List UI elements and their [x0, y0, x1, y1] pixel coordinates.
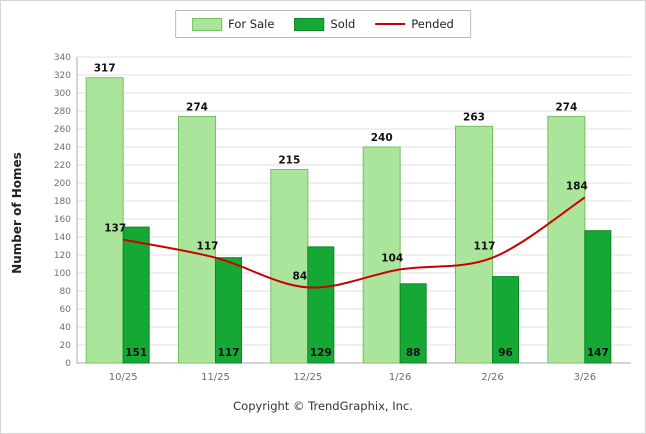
for-sale-bar [270, 169, 309, 364]
y-tick-label: 300 [54, 89, 71, 99]
x-tick-label: 3/26 [574, 372, 596, 383]
x-tick-label: 11/25 [201, 372, 230, 383]
for-sale-value-label: 317 [94, 63, 116, 75]
for-sale-bar [178, 115, 216, 364]
sold-bar [122, 226, 150, 364]
for-sale-value-label: 263 [463, 111, 485, 123]
legend-item-pended: Pended [375, 17, 454, 31]
pended-line-icon [375, 23, 406, 25]
for-sale-bar [547, 115, 586, 364]
for-sale-bar [455, 125, 493, 364]
y-tick-label: 160 [54, 215, 71, 225]
sold-bar [492, 276, 519, 364]
sold-value-label: 88 [406, 347, 421, 359]
y-tick-label: 240 [54, 143, 71, 153]
sold-bar [584, 230, 612, 364]
sold-value-label: 129 [310, 347, 332, 359]
x-tick-label: 1/26 [389, 372, 411, 383]
legend-label-for-sale: For Sale [228, 17, 275, 31]
y-tick-label: 340 [54, 53, 71, 63]
y-tick-label: 220 [54, 161, 71, 171]
sold-swatch-icon [294, 17, 325, 31]
y-tick-label: 180 [54, 197, 71, 207]
legend-item-for-sale: For Sale [192, 17, 274, 31]
pended-value-label: 104 [381, 252, 403, 264]
chart-legend: For Sale Sold Pended [175, 10, 471, 38]
copyright: Copyright © TrendGraphix, Inc. [233, 399, 413, 413]
y-axis-title: Number of Homes [10, 152, 24, 274]
y-tick-label: 40 [60, 323, 72, 333]
y-tick-label: 320 [54, 71, 71, 81]
sold-value-label: 117 [218, 347, 240, 359]
y-tick-label: 100 [54, 269, 71, 279]
pended-value-label: 137 [104, 223, 126, 235]
y-tick-label: 280 [54, 107, 71, 117]
y-tick-label: 140 [54, 233, 71, 243]
legend-item-sold: Sold [294, 17, 355, 31]
for-sale-value-label: 274 [555, 101, 577, 113]
sold-bar [399, 283, 427, 364]
y-tick-label: 260 [54, 125, 71, 135]
x-tick-label: 10/25 [109, 372, 138, 383]
pended-value-label: 117 [197, 241, 219, 253]
chart-plot: 0 20 40 60 80 100 120 140 160 180 200 220 240 260 280 3… [54, 53, 631, 383]
x-tick-label: 12/25 [293, 372, 322, 383]
sold-bar [307, 246, 335, 364]
sold-value-label: 151 [125, 347, 147, 359]
for-sale-value-label: 240 [371, 132, 393, 144]
sold-value-label: 147 [587, 347, 609, 359]
for-sale-value-label: 274 [186, 101, 208, 113]
y-tick-label: 20 [60, 341, 72, 351]
pended-line [122, 196, 586, 289]
y-tick-label: 80 [60, 287, 72, 297]
sold-value-label: 96 [498, 347, 513, 359]
pended-value-label: 117 [474, 241, 496, 253]
legend-label-sold: Sold [330, 17, 356, 31]
y-tick-label: 0 [65, 359, 71, 369]
legend-label-pended: Pended [411, 17, 454, 31]
for-sale-value-label: 215 [278, 155, 300, 167]
y-tick-label: 120 [54, 251, 71, 261]
y-tick-label: 200 [54, 179, 71, 189]
sold-bar [215, 257, 242, 364]
for-sale-bar [85, 77, 124, 364]
x-tick-label: 2/26 [481, 372, 503, 383]
y-tick-label: 60 [60, 305, 72, 315]
pended-value-label: 184 [566, 180, 588, 192]
pended-value-label: 84 [293, 270, 308, 282]
for-sale-bar [362, 146, 401, 364]
for-sale-swatch-icon [192, 17, 223, 31]
